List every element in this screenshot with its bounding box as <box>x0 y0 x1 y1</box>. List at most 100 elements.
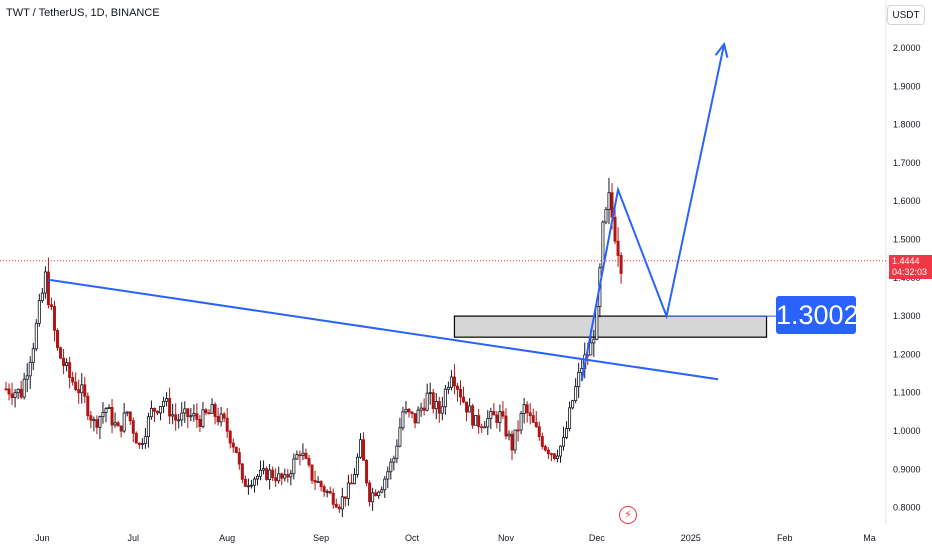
candle-body <box>52 306 56 331</box>
candle-body <box>565 428 569 438</box>
candle-body <box>201 409 205 427</box>
candle-body <box>458 388 462 398</box>
candle-body <box>252 478 256 486</box>
candle-body <box>449 376 453 388</box>
candle-body <box>498 411 502 423</box>
candle-body <box>228 430 232 444</box>
candle-body <box>492 411 496 416</box>
candle-body <box>168 398 172 417</box>
currency-button[interactable]: USDT <box>887 5 925 25</box>
candle-body <box>25 375 29 380</box>
candle-body <box>301 452 305 456</box>
candle-body <box>231 442 235 448</box>
candle-body <box>277 473 281 482</box>
candle-body <box>59 347 63 359</box>
candle-body <box>355 456 359 475</box>
candle-body <box>265 468 269 480</box>
candle-body <box>101 412 105 418</box>
candle-body <box>86 395 90 417</box>
candle-body <box>74 381 78 390</box>
price-tick-label: 1.0000 <box>893 426 921 436</box>
candle-body <box>249 484 253 487</box>
candle-body <box>68 362 72 378</box>
candle-body <box>137 442 141 445</box>
current-price-label: 1.4444 04:32:03 <box>889 255 932 279</box>
price-tick-label: 0.8000 <box>893 503 921 513</box>
candle-body <box>386 471 390 480</box>
candle-body <box>307 458 311 466</box>
candle-body <box>534 421 538 427</box>
descending-trendline[interactable] <box>48 278 719 381</box>
candle-body <box>325 490 329 493</box>
candle-body <box>380 489 384 493</box>
flash-icon[interactable]: ⚡ <box>619 506 637 524</box>
price-callout-label[interactable]: 1.3002 <box>776 296 859 334</box>
time-tick-label: Sep <box>313 533 329 543</box>
candle-body <box>410 411 414 414</box>
candle-body <box>143 436 147 444</box>
candle-body <box>56 329 60 349</box>
candle-body <box>319 481 323 488</box>
candle-body <box>31 348 35 363</box>
candle-body <box>537 426 541 437</box>
candle-body <box>195 413 199 420</box>
candle-body <box>46 271 50 306</box>
current-price-value: 1.4444 <box>892 256 920 266</box>
candle-body <box>210 404 214 414</box>
candle-body <box>352 474 356 485</box>
candle-body <box>604 208 608 223</box>
candle-body <box>419 407 423 411</box>
time-tick-label: Jul <box>128 533 140 543</box>
candle-body <box>607 192 611 210</box>
candle-body <box>571 400 575 409</box>
candle-body <box>204 409 208 414</box>
candle-body <box>310 464 314 481</box>
candle-body <box>525 404 529 414</box>
candle-body <box>452 376 456 387</box>
candle-body <box>340 496 344 510</box>
candle-body <box>49 304 53 307</box>
candle-body <box>592 338 596 344</box>
projection-path[interactable] <box>580 43 726 382</box>
candle-body <box>95 419 99 428</box>
candle-body <box>7 388 11 395</box>
candle-body <box>4 388 8 391</box>
candle-body <box>259 469 263 477</box>
candle-body <box>122 412 126 432</box>
candle-body <box>286 474 290 478</box>
candle-body <box>43 271 47 294</box>
candle-body <box>237 452 241 465</box>
candle-body <box>152 407 156 412</box>
candle-body <box>28 361 32 377</box>
candle-body <box>616 240 620 256</box>
candle-body <box>13 392 17 398</box>
candle-body <box>162 400 166 407</box>
candle-body <box>431 392 435 410</box>
candle-body <box>155 410 159 414</box>
candle-body <box>401 411 405 429</box>
candle-body <box>19 388 23 398</box>
support-zone-box[interactable] <box>453 315 768 338</box>
time-tick-label: Dec <box>589 533 606 543</box>
candle-body <box>577 371 581 387</box>
candle-body <box>225 417 229 432</box>
candle-body <box>413 413 417 424</box>
candle-body <box>92 419 96 422</box>
candle-body <box>540 436 544 447</box>
candle-body <box>40 292 44 301</box>
candle-body <box>404 408 408 413</box>
candle-body <box>365 459 369 484</box>
candle-body <box>395 445 399 459</box>
candle-body <box>513 429 517 451</box>
candle-body <box>165 398 169 402</box>
candle-body <box>149 407 153 418</box>
time-axis[interactable]: Jun Jul Aug Sep Oct Nov Dec 2025 Feb Ma <box>35 533 876 543</box>
time-tick-label: Feb <box>777 533 793 543</box>
candle-body <box>334 503 338 508</box>
candle-body <box>207 412 211 415</box>
candle-body <box>280 473 284 479</box>
candle-body <box>619 255 623 274</box>
candle-body <box>446 386 450 390</box>
candle-body <box>116 422 120 427</box>
